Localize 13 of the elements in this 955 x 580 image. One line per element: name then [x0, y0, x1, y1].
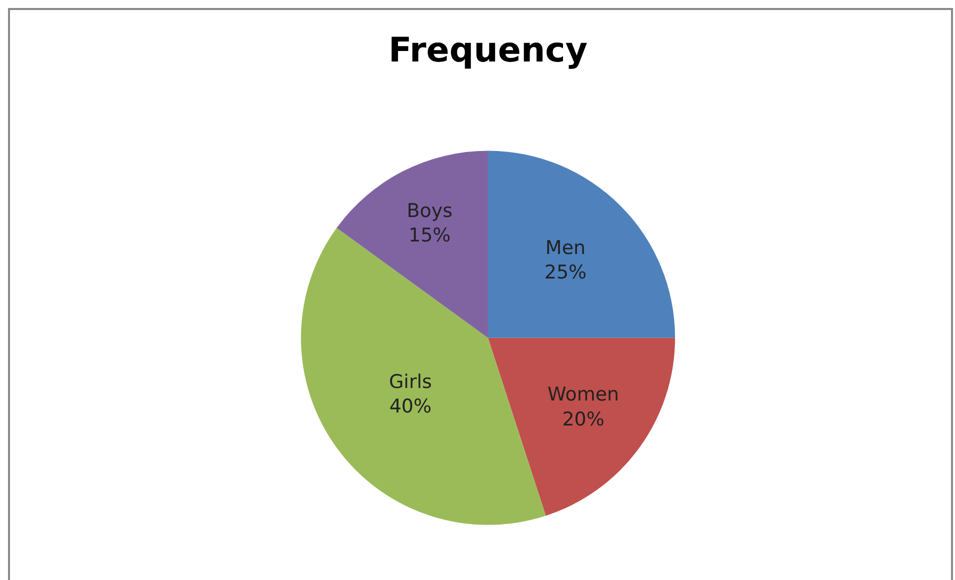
data-label: 25% — [544, 262, 587, 284]
slice-label: Boys — [406, 200, 453, 222]
chart-title: Frequency — [388, 30, 588, 70]
pie-slice — [300, 228, 546, 525]
data-label: 40% — [389, 396, 432, 418]
pie-slice — [488, 338, 676, 516]
pie-slice — [488, 150, 676, 338]
slice-label: Girls — [388, 370, 432, 393]
pie-slice — [336, 150, 488, 338]
data-label: 15% — [408, 224, 451, 247]
slice-label: Men — [545, 237, 586, 260]
data-label: 20% — [562, 408, 604, 430]
slice-label: Women — [548, 384, 620, 406]
